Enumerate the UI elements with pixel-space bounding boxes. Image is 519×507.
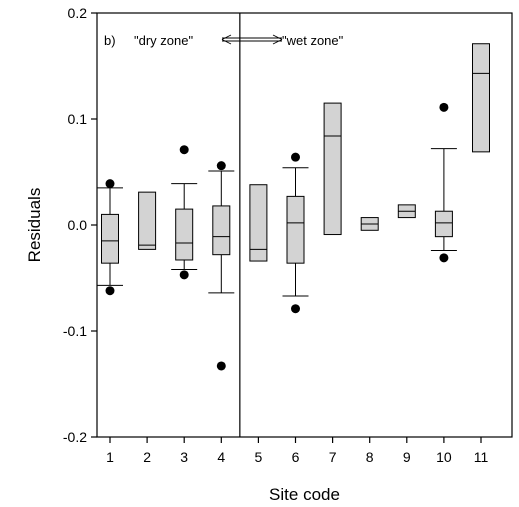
box-site-1 <box>97 179 123 296</box>
outlier-point <box>105 179 115 189</box>
zone-double-arrow <box>221 34 283 45</box>
box-site-7 <box>323 102 342 236</box>
x-tick-label: 2 <box>143 449 151 465</box>
x-tick-label: 5 <box>255 449 263 465</box>
box-iqr <box>323 102 342 236</box>
y-axis-title: Residuals <box>25 188 44 263</box>
x-tick-label: 3 <box>180 449 188 465</box>
box-iqr <box>472 43 490 153</box>
box-iqr <box>286 195 305 264</box>
x-axis-title: Site code <box>269 485 340 504</box>
x-axis: 1 2 3 4 5 6 7 8 9 10 11 <box>106 437 488 465</box>
box-site-8 <box>360 217 379 231</box>
y-tick-label: -0.2 <box>63 429 87 445</box>
panel-label: b) <box>104 33 116 48</box>
x-tick-label: 11 <box>474 449 489 465</box>
outlier-point <box>439 253 449 263</box>
box-iqr <box>175 208 194 261</box>
outlier-point <box>291 304 300 314</box>
outlier-point <box>179 270 189 280</box>
dry-zone-label: "dry zone" <box>134 33 193 48</box>
box-iqr <box>138 191 157 250</box>
box-iqr <box>249 184 268 262</box>
box-iqr <box>101 213 119 264</box>
y-tick-label: 0.2 <box>68 5 88 21</box>
box-site-11 <box>472 43 490 153</box>
outlier-point <box>216 161 226 171</box>
outlier-point <box>105 286 115 296</box>
outlier-point <box>179 145 189 155</box>
wet-zone-label: "wet zone" <box>282 33 344 48</box>
x-tick-label: 10 <box>436 449 452 465</box>
boxes-layer <box>97 43 490 371</box>
y-tick-label: 0.1 <box>68 111 88 127</box>
box-iqr <box>434 210 453 238</box>
x-tick-label: 6 <box>292 449 300 465</box>
box-iqr <box>212 205 231 256</box>
x-tick-label: 9 <box>403 449 411 465</box>
box-site-5 <box>249 184 268 262</box>
box-site-6 <box>282 152 309 314</box>
x-tick-label: 4 <box>217 449 225 465</box>
box-site-3 <box>171 145 198 280</box>
y-axis: -0.2 -0.1 0.0 0.1 0.2 <box>63 5 97 445</box>
arrow-head-right <box>272 34 283 45</box>
arrow-head-left <box>221 34 232 45</box>
box-site-4 <box>208 161 235 371</box>
y-tick-label: 0.0 <box>68 217 88 233</box>
y-tick-label: -0.1 <box>63 323 87 339</box>
box-site-10 <box>430 102 457 263</box>
outlier-point <box>291 152 300 162</box>
outlier-point <box>439 102 449 112</box>
box-site-9 <box>397 204 416 219</box>
outlier-point <box>216 361 226 371</box>
box-site-2 <box>138 191 157 250</box>
x-tick-label: 8 <box>366 449 374 465</box>
x-tick-label: 7 <box>329 449 337 465</box>
x-tick-label: 1 <box>106 449 114 465</box>
